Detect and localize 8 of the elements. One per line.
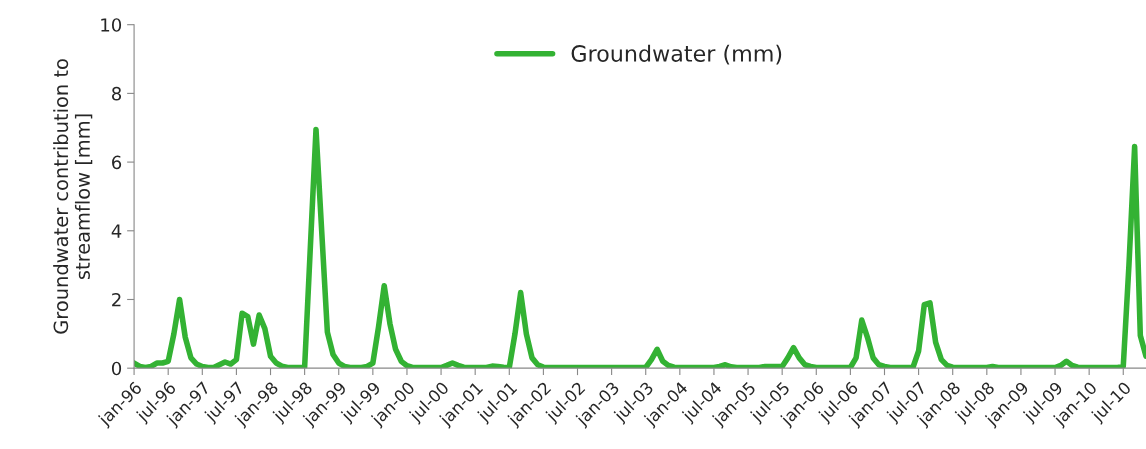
y-tick-label: 6 (112, 155, 122, 170)
y-tick-label: 2 (112, 292, 121, 307)
legend-label: Groundwater (mm) (571, 44, 782, 65)
y-axis-title: Groundwater contribution to streamflow [mm] (53, 59, 93, 334)
y-tick-label: 8 (112, 86, 122, 101)
y-tick-label: 10 (101, 18, 122, 32)
y-tick-label: 4 (111, 224, 122, 238)
y-tick-label: 0 (111, 361, 122, 376)
